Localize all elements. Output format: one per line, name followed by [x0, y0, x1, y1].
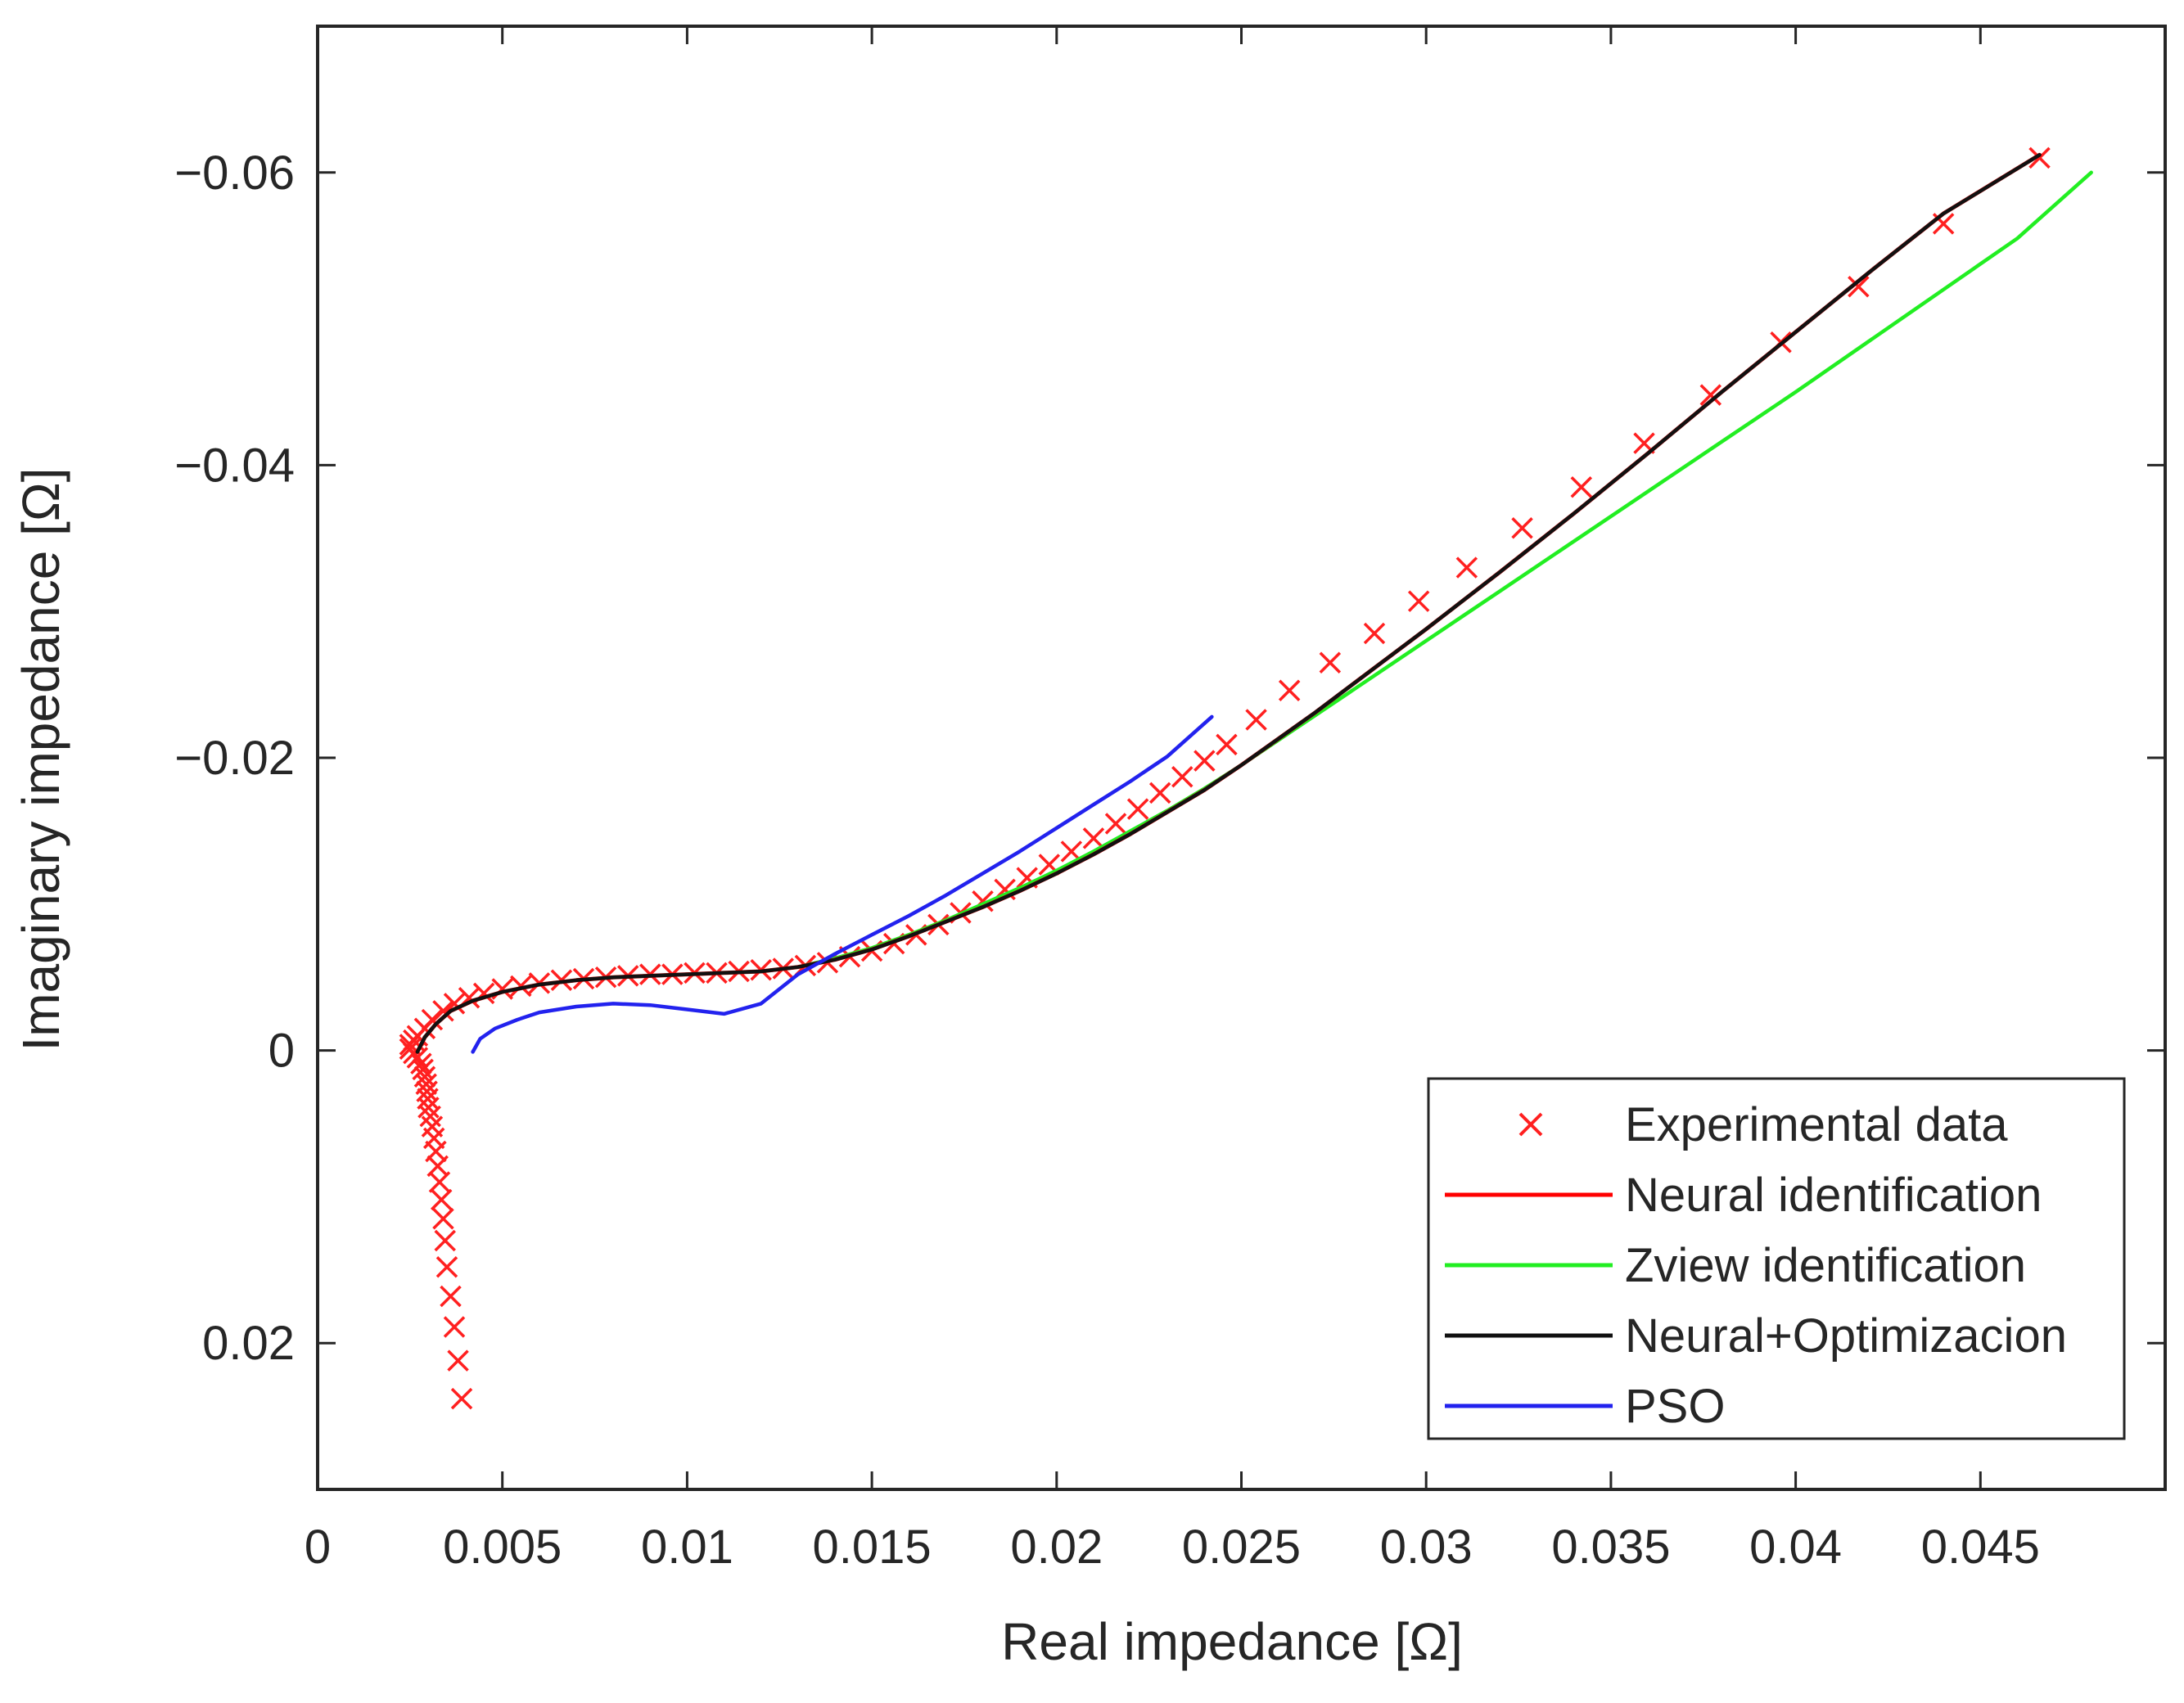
x-tick-label: 0: [305, 1521, 331, 1574]
data-point-marker: [421, 1008, 444, 1031]
data-point-marker: [412, 1058, 434, 1081]
data-point-marker: [1455, 556, 1478, 579]
data-point-marker: [1245, 709, 1267, 731]
x-tick-label: 0.025: [1182, 1521, 1301, 1574]
x-tick-label: 0.005: [443, 1521, 562, 1574]
data-point-marker: [430, 1188, 453, 1211]
data-point-marker: [1148, 782, 1171, 804]
data-point-marker: [1194, 750, 1216, 772]
legend-label-neural-identification: Neural identification: [1625, 1169, 2042, 1222]
legend-swatch-experimental-data: [1518, 1112, 1543, 1137]
x-tick-label: 0.01: [641, 1521, 733, 1574]
x-axis-label: Real impedance [Ω]: [1001, 1612, 1463, 1671]
data-point-marker: [1570, 475, 1593, 498]
data-point-marker: [1171, 766, 1194, 788]
data-point-marker: [443, 1316, 466, 1338]
x-tick-label: 0.045: [1921, 1521, 2040, 1574]
data-point-marker: [1699, 384, 1722, 406]
x-tick-label: 0.02: [1010, 1521, 1103, 1574]
y-axis-label: Imaginary impedance [Ω]: [11, 467, 70, 1051]
data-point-marker: [1126, 798, 1149, 820]
y-tick-label: −0.06: [174, 146, 295, 200]
data-point-marker: [1848, 276, 1870, 298]
data-point-marker: [1319, 651, 1342, 674]
data-point-marker: [450, 1387, 473, 1410]
series-group: [399, 146, 2093, 1410]
data-point-marker: [443, 993, 466, 1015]
y-tick-label: −0.04: [174, 439, 295, 492]
plot-layer: [399, 146, 2093, 1410]
data-point-marker: [1104, 813, 1127, 835]
data-point-marker: [1407, 590, 1430, 612]
x-tick-label: 0.015: [813, 1521, 932, 1574]
y-tick-label: 0: [268, 1025, 295, 1078]
legend-box: [1427, 1077, 2126, 1440]
data-point-marker: [435, 1255, 458, 1278]
data-point-marker: [1216, 733, 1238, 756]
x-tick-label: 0.04: [1749, 1521, 1842, 1574]
x-tick-label: 0.035: [1551, 1521, 1670, 1574]
data-point-marker: [410, 1052, 432, 1075]
legend: Experimental data Neural identification Zv…: [1427, 1077, 2126, 1440]
data-point-marker: [440, 1285, 462, 1308]
legend-label-neural-optimizacion: Neural+Optimizacion: [1625, 1309, 2067, 1363]
data-point-marker: [432, 1000, 454, 1022]
data-point-marker: [1511, 517, 1533, 539]
data-point-marker: [432, 1207, 454, 1230]
series-line-pso: [471, 714, 1214, 1054]
x-tick-label: 0.03: [1380, 1521, 1473, 1574]
data-point-marker: [510, 975, 532, 998]
data-point-marker: [434, 1229, 456, 1252]
y-tick-label: 0.02: [202, 1317, 295, 1370]
data-point-marker: [447, 1349, 469, 1372]
data-point-marker: [1363, 622, 1386, 645]
data-point-marker: [413, 1066, 436, 1088]
legend-label-experimental-data: Experimental data: [1625, 1098, 2008, 1151]
series-line-neural-optimizacion: [415, 153, 2042, 1054]
data-point-marker: [1278, 679, 1301, 701]
axis-layer: 0 0.005 0.01 0.015 0.02 0.025 0.03 0.035 0.04 0.0…: [174, 25, 2167, 1574]
data-point-marker: [1082, 827, 1105, 849]
data-point-marker: [2028, 146, 2051, 169]
legend-label-zview-identification: Zview identification: [1625, 1239, 2026, 1292]
y-tick-label: −0.02: [174, 732, 295, 785]
data-point-marker: [419, 1105, 441, 1128]
legend-label-pso: PSO: [1625, 1380, 1726, 1433]
